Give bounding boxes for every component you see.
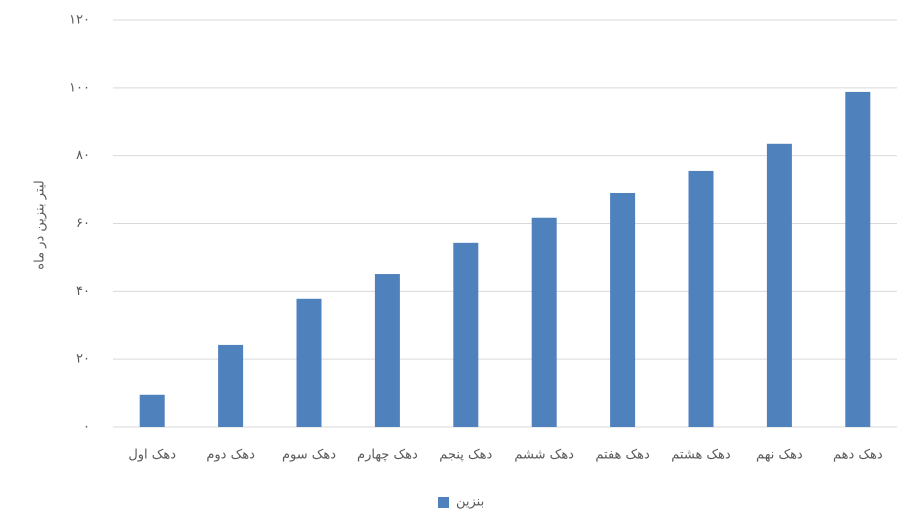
x-tick-label: دهک ششم [514,448,574,463]
bar [531,217,557,427]
bar [218,344,244,427]
bar [845,91,871,428]
y-tick-label: ۲۰ [76,352,90,367]
x-tick-label: دهک دوم [206,448,255,463]
bar [610,192,636,427]
y-tick-label: ۸۰ [76,148,90,163]
y-tick-label: ۱۰۰ [69,80,90,95]
x-tick-label: دهک دهم [833,448,883,463]
legend-label: بنزین [456,495,484,510]
x-tick-label: دهک سوم [282,448,336,463]
bar [374,274,400,427]
x-tick-label: دهک هشتم [671,448,731,463]
x-tick-label: دهک نهم [756,448,803,463]
x-tick-label: دهک اول [128,448,176,463]
x-tick-label: دهک هفتم [595,448,650,463]
bar [296,298,322,427]
x-tick-label: دهک پنجم [439,448,492,463]
y-axis-title: لیتر بنزین در ماه [33,180,48,269]
bar [453,242,479,427]
y-tick-label: ۱۲۰ [69,13,90,28]
y-tick-label: ۰ [83,420,90,435]
bar [766,143,792,427]
x-tick-label: دهک چهارم [357,448,418,463]
y-tick-label: ۴۰ [76,284,90,299]
y-tick-label: ۶۰ [76,216,90,231]
bar [139,394,165,427]
legend-swatch [438,497,449,508]
bar [688,170,714,427]
